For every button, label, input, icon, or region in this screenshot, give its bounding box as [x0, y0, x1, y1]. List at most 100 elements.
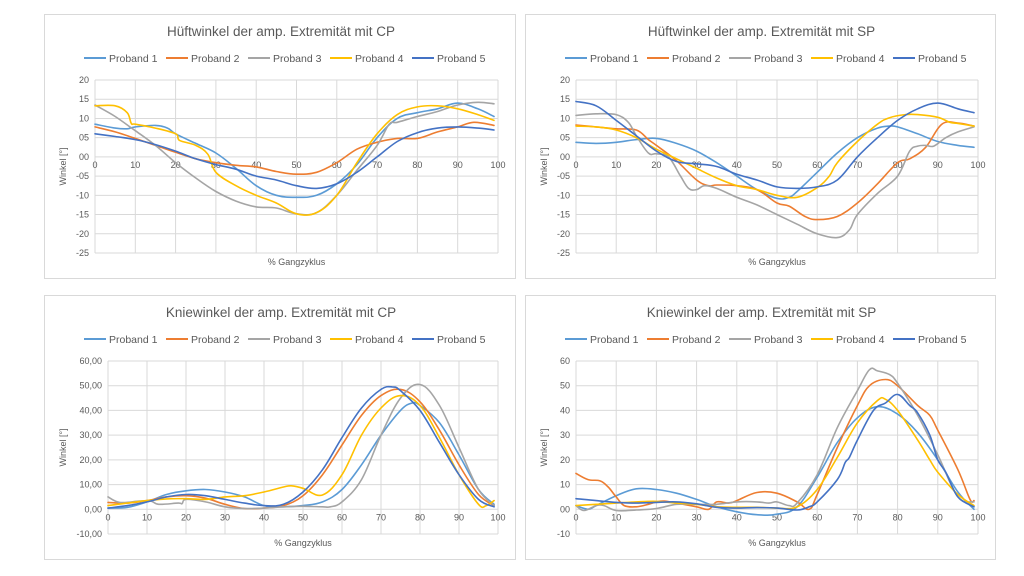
x-tick-label: 30 — [692, 512, 702, 522]
y-tick-label: -10,00 — [76, 529, 102, 539]
legend-item: Proband 3 — [248, 53, 322, 65]
legend-item: Proband 4 — [811, 334, 885, 346]
y-tick-label: 20 — [560, 455, 570, 465]
x-tick-label: 60 — [812, 512, 822, 522]
legend-label: Proband 1 — [109, 53, 158, 65]
y-tick-label: 60 — [560, 356, 570, 366]
legend-label: Proband 4 — [355, 334, 404, 346]
y-tick-label: 00 — [79, 152, 89, 162]
x-tick-label: 90 — [933, 512, 943, 522]
series-line-proband-3 — [575, 112, 975, 239]
chart-title: Kniewinkel der amp. Extremität mit SP — [647, 305, 877, 320]
x-tick-label: 60 — [812, 160, 822, 170]
y-axis-title: Winkel [°] — [539, 428, 549, 466]
y-tick-label: -10 — [557, 190, 570, 200]
legend-item: Proband 5 — [893, 334, 967, 346]
legend-label: Proband 1 — [109, 334, 158, 346]
x-tick-label: 30 — [220, 512, 230, 522]
y-tick-label: 40 — [560, 405, 570, 415]
y-tick-label: 10,00 — [79, 480, 102, 490]
chart-svg: Kniewinkel der amp. Extremität mit CP Pro… — [58, 305, 506, 548]
legend: Proband 1 Proband 2 Proband 3 Proband 4 Prob… — [84, 53, 486, 65]
x-axis-title: % Gangzyklus — [274, 538, 332, 548]
x-tick-label: 0 — [105, 512, 110, 522]
x-tick-label: 70 — [852, 512, 862, 522]
x-axis-title: % Gangzyklus — [268, 257, 326, 267]
series-line-proband-5 — [575, 393, 975, 511]
y-tick-label: 10 — [560, 480, 570, 490]
x-tick-label: 80 — [893, 160, 903, 170]
legend-item: Proband 3 — [729, 334, 803, 346]
x-tick-label: 0 — [92, 160, 97, 170]
y-axis-title: Winkel [°] — [58, 147, 68, 185]
y-tick-label: 00 — [560, 152, 570, 162]
x-tick-label: 40 — [732, 160, 742, 170]
legend-item: Proband 3 — [248, 334, 322, 346]
legend-item: Proband 3 — [729, 53, 803, 65]
y-tick-label: -20 — [76, 229, 89, 239]
y-tick-label: -10 — [76, 190, 89, 200]
y-tick-label: -15 — [76, 210, 89, 220]
y-tick-label: -15 — [557, 210, 570, 220]
legend-item: Proband 2 — [647, 334, 721, 346]
legend-item: Proband 1 — [84, 53, 158, 65]
x-tick-label: 0 — [573, 512, 578, 522]
chart-hip-cp: Hüftwinkel der amp. Extremität mit CP Pro… — [44, 14, 516, 279]
legend-label: Proband 4 — [836, 334, 885, 346]
legend-label: Proband 2 — [191, 334, 240, 346]
legend-label: Proband 5 — [437, 53, 486, 65]
x-tick-label: 100 — [970, 512, 985, 522]
series-line-proband-2 — [94, 121, 495, 176]
x-tick-label: 90 — [933, 160, 943, 170]
x-axis-title: % Gangzyklus — [748, 538, 806, 548]
legend-label: Proband 3 — [754, 334, 803, 346]
series-line-proband-1 — [575, 405, 975, 516]
legend-item: Proband 4 — [330, 53, 404, 65]
series-line-proband-1 — [107, 401, 495, 509]
x-tick-label: 80 — [412, 160, 422, 170]
chart-knee-sp: Kniewinkel der amp. Extremität mit SP Pro… — [525, 295, 996, 560]
series-lines — [575, 367, 975, 516]
legend: Proband 1 Proband 2 Proband 3 Proband 4 Prob… — [84, 334, 486, 346]
legend-item: Proband 1 — [565, 334, 639, 346]
series-lines — [575, 100, 975, 239]
series-lines — [107, 383, 495, 510]
y-tick-label: 50 — [560, 381, 570, 391]
x-tick-label: 100 — [490, 512, 505, 522]
chart-title: Kniewinkel der amp. Extremität mit CP — [166, 305, 396, 320]
series-lines — [94, 101, 495, 216]
legend-item: Proband 4 — [811, 53, 885, 65]
x-axis-title: % Gangzyklus — [748, 257, 806, 267]
gridlines — [575, 79, 979, 254]
chart-hip-sp: Hüftwinkel der amp. Extremität mit SP Pro… — [525, 14, 996, 279]
series-line-proband-5 — [575, 100, 975, 190]
y-tick-label: 00 — [560, 504, 570, 514]
chart-title: Hüftwinkel der amp. Extremität mit SP — [648, 24, 875, 39]
legend: Proband 1 Proband 2 Proband 3 Proband 4 Prob… — [565, 53, 967, 65]
x-tick-label: 10 — [611, 512, 621, 522]
x-tick-label: 60 — [337, 512, 347, 522]
y-tick-label: 40,00 — [79, 405, 102, 415]
x-tick-label: 50 — [291, 160, 301, 170]
legend-label: Proband 5 — [918, 53, 967, 65]
series-line-proband-3 — [107, 383, 495, 510]
y-tick-label: 60,00 — [79, 356, 102, 366]
series-line-proband-4 — [575, 396, 975, 510]
x-tick-label: 0 — [573, 160, 578, 170]
legend-item: Proband 1 — [84, 334, 158, 346]
x-tick-label: 50 — [298, 512, 308, 522]
chart-knee-cp: Kniewinkel der amp. Extremität mit CP Pro… — [44, 295, 516, 560]
series-line-proband-4 — [94, 104, 495, 216]
x-tick-label: 10 — [130, 160, 140, 170]
series-line-proband-2 — [107, 388, 495, 510]
x-tick-label: 90 — [453, 160, 463, 170]
legend-item: Proband 2 — [166, 53, 240, 65]
legend-label: Proband 5 — [918, 334, 967, 346]
legend-label: Proband 2 — [672, 334, 721, 346]
legend-label: Proband 3 — [273, 53, 322, 65]
y-tick-label: -10 — [557, 529, 570, 539]
y-tick-label: -25 — [557, 248, 570, 258]
legend-item: Proband 4 — [330, 334, 404, 346]
y-tick-label: 10 — [79, 113, 89, 123]
y-tick-label: 20 — [79, 75, 89, 85]
